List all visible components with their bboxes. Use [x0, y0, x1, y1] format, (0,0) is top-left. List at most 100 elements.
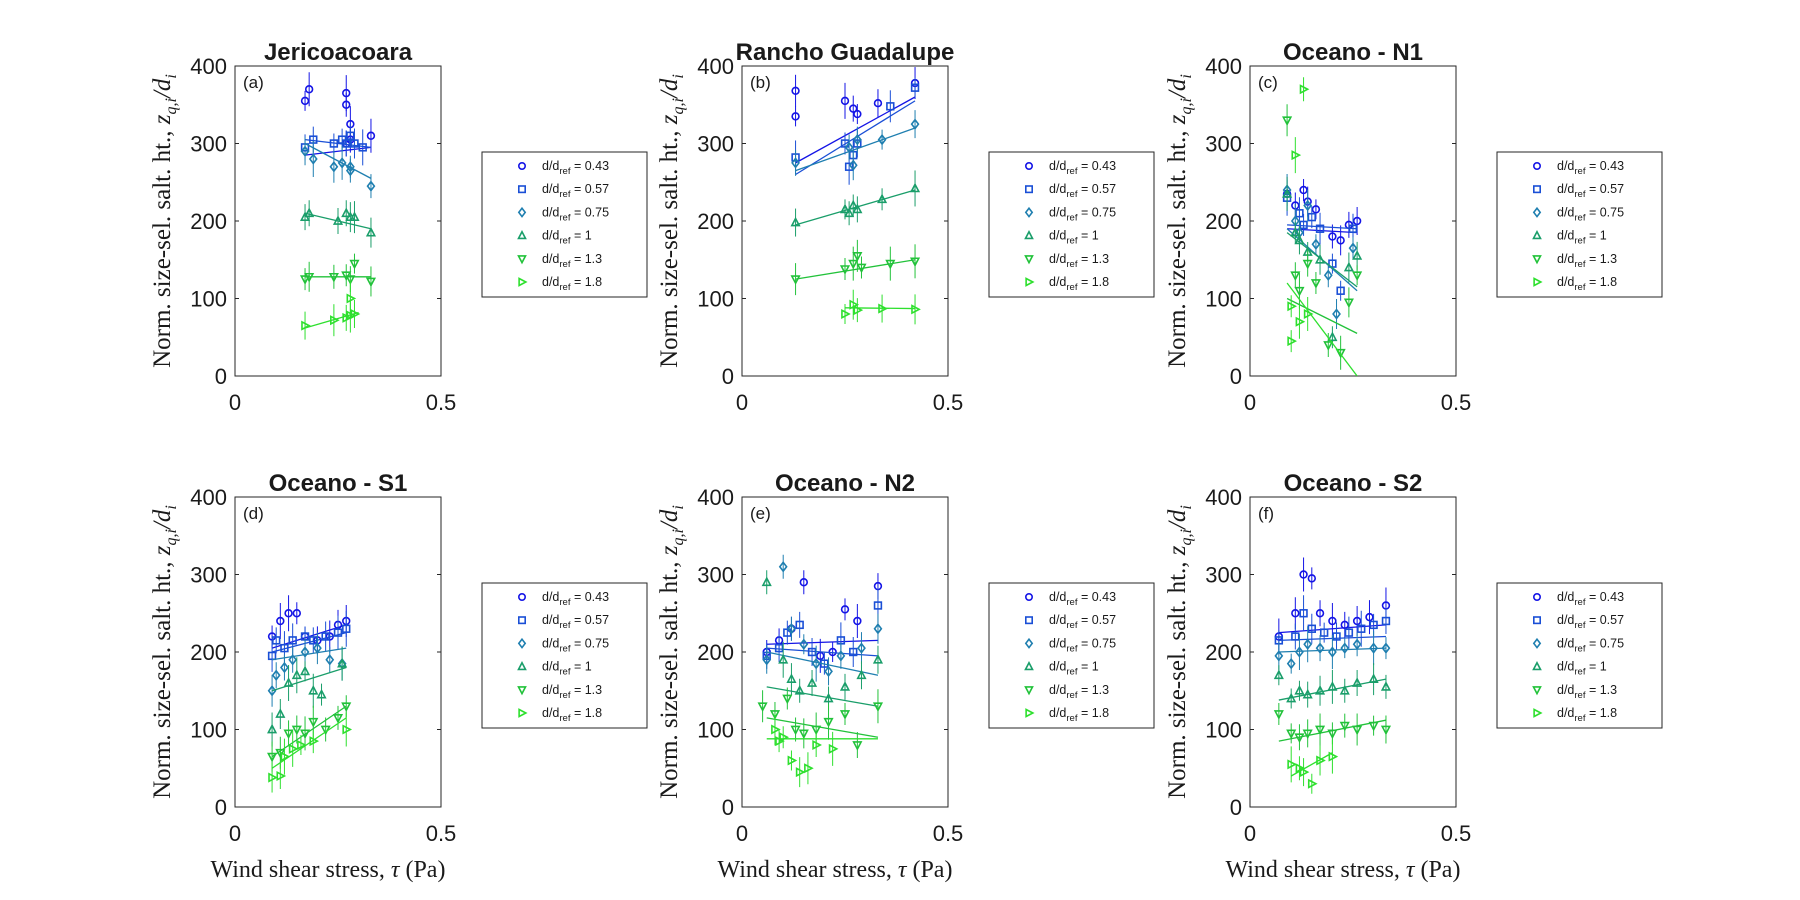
- data-point: [1380, 681, 1392, 691]
- legend-label: d/dref = 1.8: [542, 275, 602, 293]
- y-tick-label: 100: [190, 718, 227, 743]
- legend-marker: [1533, 592, 1542, 601]
- data-point: [1357, 624, 1366, 633]
- legend: d/dref = 0.43 d/dref = 0.57 d/dref = 0.75 d…: [988, 151, 1155, 298]
- data-point: [1352, 677, 1363, 687]
- data-point: [1311, 238, 1321, 250]
- fit-line: [304, 311, 359, 329]
- data-point: [1380, 725, 1392, 736]
- legend-marker: [1025, 616, 1034, 625]
- data-point: [909, 257, 921, 268]
- data-point: [1352, 271, 1363, 282]
- data-point: [1340, 620, 1349, 630]
- data-point: [330, 315, 340, 326]
- panel-title: Oceano - N2: [775, 470, 915, 497]
- data-point: [1282, 116, 1293, 127]
- data-point: [292, 609, 301, 618]
- legend-label: d/dref = 0.57: [542, 613, 609, 631]
- data-point: [366, 131, 376, 140]
- data-point: [365, 226, 377, 237]
- data-point: [342, 100, 351, 109]
- legend-marker: [1533, 616, 1542, 625]
- data-point: [886, 102, 895, 111]
- data-point: [1365, 612, 1374, 622]
- data-point: [1323, 341, 1334, 351]
- plot-area: [1282, 77, 1363, 376]
- data-point: [1323, 269, 1333, 281]
- legend-label: d/dref = 0.57: [1557, 182, 1624, 200]
- data-point: [1303, 199, 1313, 212]
- legend-marker: [1532, 661, 1542, 671]
- data-point: [844, 207, 855, 218]
- data-point: [804, 763, 814, 774]
- data-point: [1302, 259, 1313, 270]
- data-point: [1348, 224, 1358, 233]
- data-point: [1307, 574, 1317, 583]
- panel-d: 0 100 200 300 400 0 0.5 Oceano - S1 (d) Norm. siz…: [149, 470, 648, 883]
- data-point: [342, 724, 353, 735]
- legend-box: [1496, 151, 1663, 298]
- data-point: [328, 272, 339, 283]
- legend-marker: [1024, 230, 1034, 240]
- legend-marker: [1533, 277, 1543, 287]
- fit-line: [1287, 224, 1358, 230]
- legend: d/dref = 0.43 d/dref = 0.57 d/dref = 0.75 d…: [1496, 582, 1663, 729]
- legend-marker: [517, 162, 526, 171]
- data-point: [852, 203, 863, 214]
- panel-title: Oceano - S2: [1284, 470, 1423, 497]
- data-point: [782, 694, 793, 705]
- data-point: [268, 772, 278, 783]
- data-point: [342, 624, 351, 633]
- data-point: [1299, 185, 1308, 195]
- legend-marker: [517, 185, 526, 194]
- data-point: [341, 702, 352, 713]
- data-point: [271, 669, 281, 681]
- legend-marker: [518, 708, 528, 718]
- data-point: [1291, 632, 1300, 641]
- legend-label: d/dref = 1: [1557, 229, 1607, 247]
- data-point: [329, 161, 339, 173]
- legend-label: d/dref = 0.43: [1049, 159, 1116, 177]
- panel-title: Rancho Guadalupe: [736, 39, 955, 66]
- data-point: [787, 623, 796, 635]
- data-point: [365, 277, 377, 288]
- data-point: [852, 741, 863, 751]
- data-point: [856, 669, 867, 680]
- data-point: [349, 211, 360, 221]
- data-point: [1352, 616, 1362, 626]
- data-point: [346, 131, 355, 140]
- fit-line: [1286, 297, 1358, 334]
- data-point: [1369, 642, 1379, 654]
- y-axis-label: Norm. size-sel. salt. ht., zq,i/di: [1164, 505, 1195, 799]
- data-point: [873, 623, 883, 635]
- data-point: [1336, 286, 1345, 295]
- legend-marker: [1025, 708, 1035, 718]
- data-point: [1294, 684, 1305, 695]
- data-point: [795, 620, 804, 630]
- data-point: [852, 133, 862, 146]
- data-point: [878, 303, 888, 314]
- x-tick-label: 0: [736, 390, 748, 415]
- legend-marker: [517, 206, 527, 218]
- data-point: [853, 305, 864, 316]
- plot-area: [1273, 557, 1392, 794]
- y-tick-label: 0: [215, 364, 227, 389]
- fit-line: [795, 189, 916, 226]
- data-point: [885, 259, 896, 270]
- legend: d/dref = 0.43 d/dref = 0.57 d/dref = 0.75 d…: [988, 582, 1155, 729]
- legend-box: [988, 582, 1155, 729]
- data-point: [321, 632, 330, 641]
- legend-marker: [517, 230, 527, 240]
- y-tick-label: 200: [190, 209, 227, 234]
- data-point: [308, 684, 319, 695]
- data-point: [1343, 298, 1354, 309]
- data-point: [1286, 729, 1297, 740]
- fit-line: [795, 127, 916, 172]
- data-point: [841, 308, 851, 320]
- panel-title: Oceano - S1: [269, 470, 408, 497]
- legend-label: d/dref = 1: [1557, 660, 1607, 678]
- legend-marker: [517, 686, 527, 696]
- data-point: [350, 308, 361, 320]
- legend-label: d/dref = 1.8: [1049, 706, 1109, 724]
- x-tick-label: 0.5: [1441, 821, 1472, 846]
